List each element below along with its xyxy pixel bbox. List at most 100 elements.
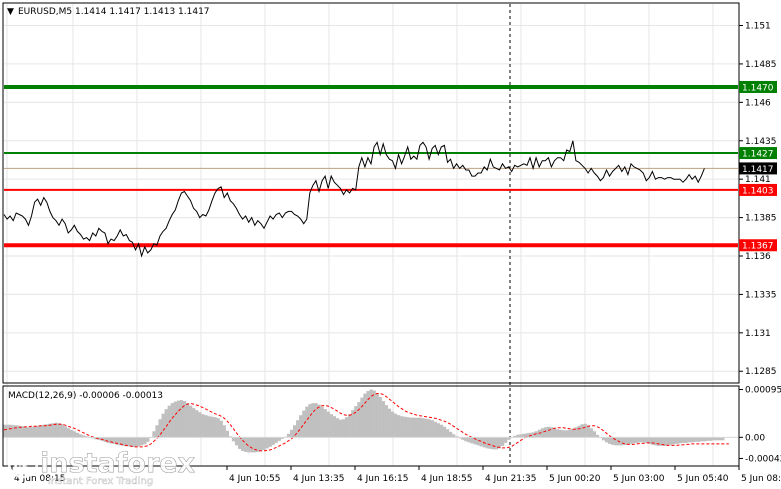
chart-header: ▼ EURUSD,M5 1.1414 1.1417 1.1413 1.1417 — [7, 7, 210, 17]
macd-histogram-bar — [280, 437, 285, 439]
macd-histogram-bar — [207, 416, 211, 438]
macd-histogram-bar — [644, 437, 648, 443]
dropdown-arrow-icon[interactable]: ▼ — [7, 7, 14, 17]
macd-histogram-bar — [299, 415, 303, 438]
macd-histogram-bar — [663, 437, 667, 446]
macd-histogram-bar — [173, 401, 177, 438]
macd-histogram-bar — [574, 427, 578, 438]
macd-histogram-bar — [161, 413, 165, 438]
macd-histogram-bar — [204, 415, 208, 438]
macd-histogram-bar — [412, 417, 416, 438]
macd-histogram-bar — [479, 437, 483, 447]
price-grid — [4, 4, 738, 465]
macd-histogram-bar — [268, 437, 272, 447]
macd-histogram-bar — [461, 437, 465, 440]
macd-histogram-bar — [504, 437, 508, 443]
macd-histogram-bar — [137, 437, 141, 447]
macd-histogram-bar — [69, 429, 74, 438]
macd-histogram-bar — [234, 437, 239, 446]
macd-histogram-bar — [500, 437, 505, 446]
macd-histogram-bar — [36, 425, 40, 438]
macd-histogram-bar — [274, 437, 278, 443]
macd-histogram-bar — [14, 425, 18, 438]
macd-histogram-bar — [375, 393, 379, 438]
macd-histogram-bar — [684, 437, 688, 443]
macd-histogram-bar — [244, 437, 248, 452]
price-tick-label: 1.146 — [745, 98, 771, 108]
macd-histogram-bar — [265, 437, 269, 449]
time-tick-label: 4 Jun 13:35 — [293, 474, 344, 484]
macd-histogram-bar — [109, 437, 113, 444]
macd-histogram-bar — [614, 437, 618, 446]
level-tags: 1.1470 1.1427 1.1403 1.1367 1.1417 — [739, 80, 777, 252]
macd-histogram-bar — [458, 437, 462, 439]
macd-histogram-bar — [424, 418, 428, 438]
macd-histogram-bar — [601, 437, 606, 441]
macd-histogram-bar — [130, 437, 135, 447]
macd-histogram-bar — [372, 390, 376, 438]
macd-histogram-bar — [222, 425, 226, 438]
macd-histogram-bar — [314, 403, 318, 438]
macd-histogram-bar — [635, 437, 639, 443]
time-axis[interactable]: 4 Jun 08:15 4 Jun 10:55 4 Jun 13:35 4 Jun 1… — [11, 466, 781, 484]
level-tag-bg — [739, 80, 777, 93]
macd-histogram-bar — [323, 409, 327, 438]
level-tag-label: 1.1403 — [742, 186, 774, 196]
time-tick-label: 4 Jun 08:15 — [14, 474, 65, 484]
macd-histogram-bar — [470, 437, 474, 444]
macd-histogram-bar — [155, 425, 159, 438]
macd-histogram-bar — [666, 437, 670, 446]
macd-histogram-bar — [482, 437, 486, 448]
price-tick-label: 1.1485 — [745, 60, 777, 70]
macd-histogram-bar — [604, 437, 609, 443]
macd-histogram-bar — [436, 423, 441, 438]
macd-histogram-bar — [445, 429, 450, 438]
macd-histogram-bar — [366, 391, 370, 438]
macd-histogram-bar — [219, 420, 223, 438]
price-tick-label: 1.151 — [745, 22, 771, 32]
price-tick-label: 1.1335 — [745, 290, 777, 300]
macd-histogram-bar — [393, 413, 398, 438]
macd-histogram-bar — [556, 429, 560, 438]
macd-histogram-bar — [179, 400, 184, 438]
macd-signal-line — [3, 393, 729, 452]
current-price-tag-bg — [739, 162, 777, 175]
macd-histogram-bar — [293, 425, 297, 438]
watermark-brand: instaforex — [40, 448, 195, 479]
macd-histogram-bar — [528, 432, 532, 438]
macd-tick-label: -0.00042 — [745, 454, 781, 464]
macd-histogram-bar — [549, 427, 554, 438]
macd-histogram-bar — [146, 437, 150, 442]
macd-histogram-bar — [571, 428, 575, 438]
macd-histogram-bar — [433, 421, 437, 438]
macd-histogram-bar — [721, 437, 725, 441]
macd-histogram-bar — [638, 437, 642, 443]
macd-histogram-bar — [608, 437, 612, 444]
macd-histogram-bar — [378, 397, 382, 438]
macd-histogram-bar — [497, 437, 502, 449]
time-tick-label: 4 Jun 10:55 — [229, 474, 280, 484]
macd-histogram-bar — [60, 424, 64, 438]
macd-histogram-bar — [11, 425, 15, 438]
macd-histogram-bar — [494, 437, 499, 450]
macd-histogram-bar — [400, 416, 404, 438]
price-axis[interactable]: 1.1511.14851.1461.14351.1411.13851.1361.… — [739, 22, 777, 378]
macd-histogram-bar — [286, 433, 291, 438]
macd-histogram-bar — [112, 437, 116, 444]
macd-histogram-bar — [653, 437, 658, 446]
macd-histogram-bar — [317, 404, 321, 438]
macd-histogram-bar — [2, 424, 6, 438]
instaforex-logo-icon — [7, 447, 39, 479]
macd-histogram-bar — [531, 432, 535, 438]
macd-title: MACD(12,26,9) -0.00006 -0.00013 — [8, 391, 163, 401]
macd-histogram-bar — [577, 425, 581, 438]
macd-histogram-bar — [681, 437, 685, 443]
macd-histogram-bar — [439, 424, 444, 438]
macd-histogram-bar — [397, 415, 401, 438]
macd-histogram-bar — [106, 437, 110, 443]
macd-histogram-bar — [320, 406, 324, 438]
macd-histogram — [2, 389, 725, 453]
macd-histogram-bar — [351, 410, 355, 438]
macd-histogram-bar — [302, 410, 306, 438]
